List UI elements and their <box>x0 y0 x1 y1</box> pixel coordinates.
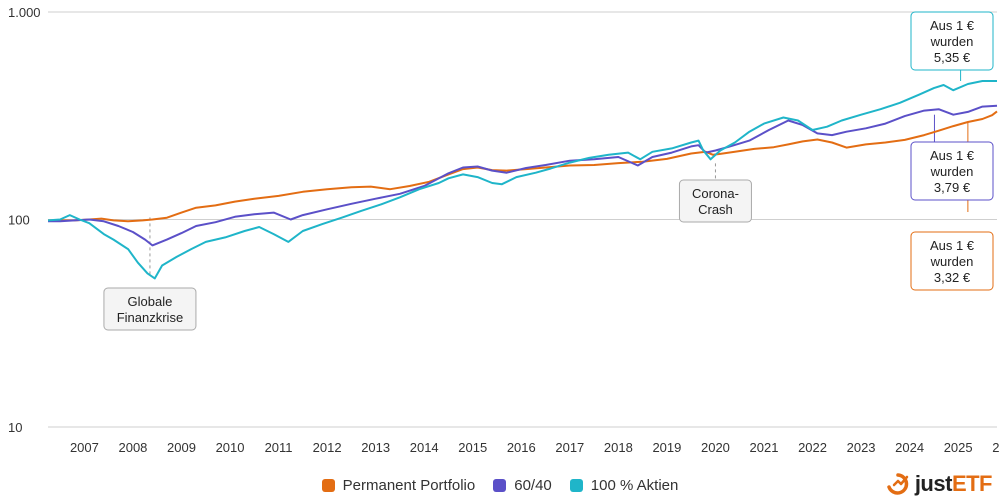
x-tick-label: 2017 <box>555 440 584 455</box>
x-tick-label: 2007 <box>70 440 99 455</box>
x-tick-label: 2023 <box>847 440 876 455</box>
x-tick-label: 2018 <box>604 440 633 455</box>
annotation-pp-result-text: wurden <box>930 254 974 269</box>
legend-item-100-aktien[interactable]: 100 % Aktien <box>569 476 679 494</box>
x-tick-label: 2019 <box>652 440 681 455</box>
grid-lines <box>48 11 997 428</box>
legend-item-60-40[interactable]: 60/40 <box>493 477 552 494</box>
legend-swatch <box>321 478 335 492</box>
x-tick-label: 2010 <box>216 440 245 455</box>
x-tick-label: 2022 <box>798 440 827 455</box>
x-tick-label: 2015 <box>458 440 487 455</box>
x-tick-label: 2016 <box>507 440 536 455</box>
logo-text-etf: ETF <box>951 471 993 496</box>
annotation-corona <box>678 179 752 223</box>
annotation-aktien-result-text: wurden <box>930 34 974 49</box>
x-tick-label: 2011 <box>265 440 293 455</box>
annotation-6040-result-text: Aus 1 € <box>930 148 975 163</box>
justetf-logo: justETF <box>885 470 993 498</box>
x-tick-label: 2021 <box>750 440 779 455</box>
x-tick-label: 2012 <box>313 440 342 455</box>
y-axis-ticks: 1.000 100 10 <box>8 5 41 435</box>
x-tick-label: 2020 <box>701 440 730 455</box>
x-tick-label: 2013 <box>361 440 390 455</box>
x-tick-label: 2014 <box>410 440 439 455</box>
annotation-aktien-result-text: Aus 1 € <box>930 18 975 33</box>
annotation-pp-result-text: Aus 1 € <box>930 238 975 253</box>
annotation-corona-text: Crash <box>698 202 733 217</box>
annotation-pp-result-text: 3,32 € <box>934 270 971 285</box>
annotation-finanzkrise-text: Globale <box>128 294 173 309</box>
legend-swatch <box>493 478 507 492</box>
legend: Permanent Portfolio 60/40 100 % Aktien <box>0 474 1000 496</box>
series-line-100-aktien <box>47 80 997 280</box>
x-axis-ticks: 2007 2008 2009 2010 2011 2012 2013 2014 2015 2016… <box>70 440 1000 455</box>
logo-text-just: just <box>914 471 953 496</box>
legend-swatch <box>569 478 583 492</box>
x-tick-label: 2008 <box>118 440 147 455</box>
annotation-aktien-result-text: 5,35 € <box>934 50 971 65</box>
annotation-leaders <box>149 70 969 275</box>
legend-item-permanent-portfolio[interactable]: Permanent Portfolio <box>321 476 476 494</box>
annotation-finanzkrise-text: Finanzkrise <box>117 310 183 325</box>
legend-label: Permanent Portfolio <box>342 476 476 494</box>
annotation-aktien-result <box>910 11 994 71</box>
y-tick-label: 100 <box>8 213 30 228</box>
annotation-corona-text: Corona- <box>692 186 739 201</box>
x-tick-label: 2026 <box>992 440 1000 455</box>
y-tick-label: 10 <box>8 420 22 435</box>
annotation-pp-result <box>910 231 994 291</box>
series-line-permanent-portfolio <box>48 110 998 223</box>
series-line-60-40 <box>48 104 998 247</box>
series-lines <box>47 80 998 280</box>
annotation-6040-result <box>910 141 994 201</box>
x-tick-label: 2009 <box>167 440 196 455</box>
annotation-finanzkrise <box>103 287 197 331</box>
annotation-6040-result-text: 3,79 € <box>934 180 971 195</box>
legend-label: 100 % Aktien <box>590 476 679 494</box>
y-tick-label: 1.000 <box>8 5 41 20</box>
annotation-6040-result-text: wurden <box>930 164 974 179</box>
justetf-swoosh-icon <box>887 473 909 495</box>
legend-label: 60/40 <box>514 476 552 494</box>
x-tick-label: 2024 <box>895 440 924 455</box>
x-tick-label: 2025 <box>944 440 973 455</box>
